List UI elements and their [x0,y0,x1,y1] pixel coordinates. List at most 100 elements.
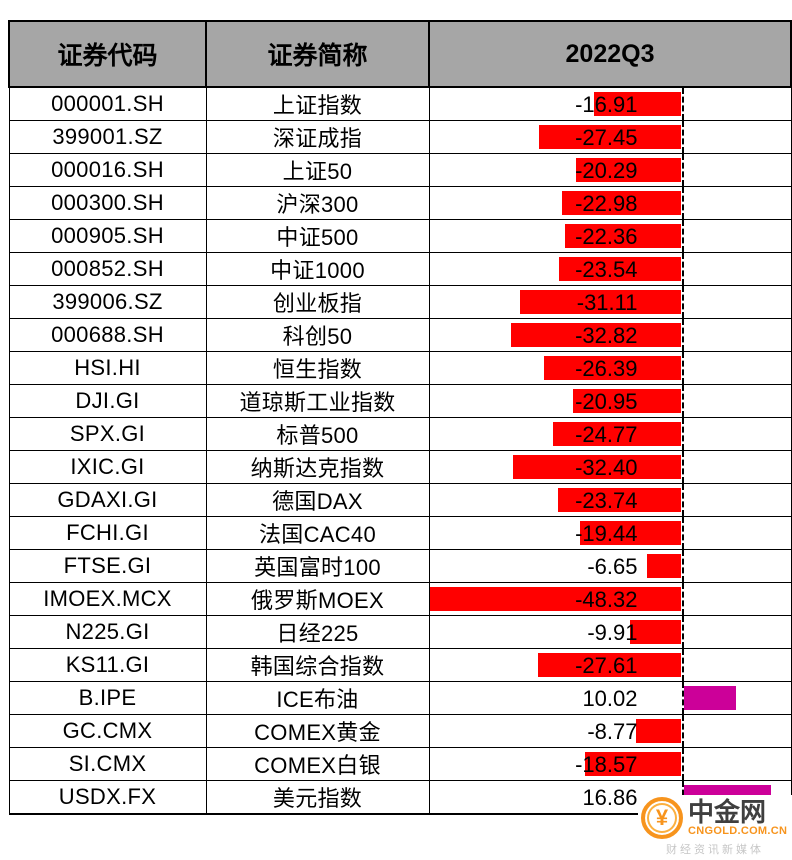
table-row: GDAXI.GI 德国DAX -23.74 [8,483,792,517]
value-cell: -19.44 [428,516,792,550]
data-bar [513,455,682,479]
value-label: -18.57 [575,752,638,777]
watermark-domain: CNGOLD.COM.CN [688,824,788,837]
data-bar [537,653,682,677]
table-row: N225.GI 日经225 -9.91 [8,615,792,649]
zero-axis-line [681,616,684,648]
security-name: 标普500 [205,417,430,451]
value-cell: -16.91 [428,86,792,121]
table-row: 000016.SH 上证50 -20.29 [8,153,792,187]
data-bar [552,422,682,446]
table-row: IMOEX.MCX 俄罗斯MOEX -48.32 [8,582,792,616]
table-row: DJI.GI 道琼斯工业指数 -20.95 [8,384,792,418]
value-cell: -18.57 [428,747,792,781]
table-row: FCHI.GI 法国CAC40 -19.44 [8,516,792,550]
zero-axis-line [681,88,684,120]
security-code: IMOEX.MCX [8,582,207,616]
zero-axis-line [681,352,684,384]
header-security-name: 证券简称 [205,20,430,88]
header-security-code: 证券代码 [8,20,207,88]
value-cell: -27.45 [428,120,792,154]
security-code: IXIC.GI [8,450,207,484]
security-name: 科创50 [205,318,430,352]
security-code: 000016.SH [8,153,207,187]
value-cell: -48.32 [428,582,792,616]
security-code: FTSE.GI [8,549,207,583]
security-name: 沪深300 [205,186,430,220]
watermark-text-block: 中金网 CNGOLD.COM.CN [688,796,788,838]
zero-axis-line [681,286,684,318]
security-name: 创业板指 [205,285,430,319]
watermark-brand-name: 中金网 [688,796,767,827]
value-cell: -8.77 [428,714,792,748]
security-code: 000852.SH [8,252,207,286]
data-bar [683,686,736,710]
data-bar [558,488,682,512]
value-label: -32.40 [575,455,638,480]
table-row: 000001.SH 上证指数 -16.91 [8,86,792,121]
value-label: -16.91 [575,92,638,117]
value-label: -23.74 [575,488,638,513]
security-name: 纳斯达克指数 [205,450,430,484]
security-code: 000300.SH [8,186,207,220]
value-cell: -23.74 [428,483,792,517]
security-name: 日经225 [205,615,430,649]
table-row: SI.CMX COMEX白银 -18.57 [8,747,792,781]
value-label: 16.86 [582,785,638,810]
security-name: 上证50 [205,153,430,187]
security-code: N225.GI [8,615,207,649]
value-cell: -22.36 [428,219,792,253]
data-bar [575,158,682,182]
data-bar [629,620,682,644]
data-bar [562,191,682,215]
security-code: 399006.SZ [8,285,207,319]
security-name: ICE布油 [205,681,430,715]
security-name: 英国富时100 [205,549,430,583]
value-label: -20.95 [575,389,638,414]
value-cell: -26.39 [428,351,792,385]
value-cell: -9.91 [428,615,792,649]
value-label: -6.65 [587,554,638,579]
value-label: -24.77 [575,422,638,447]
value-label: -8.77 [587,719,638,744]
data-bar [538,125,682,149]
data-bar [519,290,682,314]
value-label: -20.29 [575,158,638,183]
table-row: GC.CMX COMEX黄金 -8.77 [8,714,792,748]
security-code: KS11.GI [8,648,207,682]
value-label: -19.44 [575,521,638,546]
value-label: -22.36 [575,224,638,249]
zero-axis-line [681,484,684,516]
security-code: HSI.HI [8,351,207,385]
table-row: 399001.SZ 深证成指 -27.45 [8,120,792,154]
value-label: -22.98 [575,191,638,216]
value-cell: -23.54 [428,252,792,286]
security-code: DJI.GI [8,384,207,418]
zero-axis-line [681,550,684,582]
table-row: 000905.SH 中证500 -22.36 [8,219,792,253]
zero-axis-line [681,517,684,549]
security-code: 000001.SH [8,86,207,121]
value-cell: -32.82 [428,318,792,352]
data-bar [510,323,682,347]
table-row: KS11.GI 韩国综合指数 -27.61 [8,648,792,682]
zero-axis-line [681,748,684,780]
table-row: SPX.GI 标普500 -24.77 [8,417,792,451]
security-code: FCHI.GI [8,516,207,550]
table-row: 399006.SZ 创业板指 -31.11 [8,285,792,319]
table-row: HSI.HI 恒生指数 -26.39 [8,351,792,385]
zero-axis-line [681,253,684,285]
zero-axis-line [681,385,684,417]
data-bar [593,92,682,116]
security-code: GC.CMX [8,714,207,748]
value-cell: -24.77 [428,417,792,451]
security-name: 韩国综合指数 [205,648,430,682]
data-bar [584,752,682,776]
value-label: -27.45 [575,125,638,150]
zero-axis-line [681,649,684,681]
security-code: 000688.SH [8,318,207,352]
security-name: 上证指数 [205,86,430,121]
data-bar [559,257,682,281]
value-label: -9.91 [587,620,638,645]
